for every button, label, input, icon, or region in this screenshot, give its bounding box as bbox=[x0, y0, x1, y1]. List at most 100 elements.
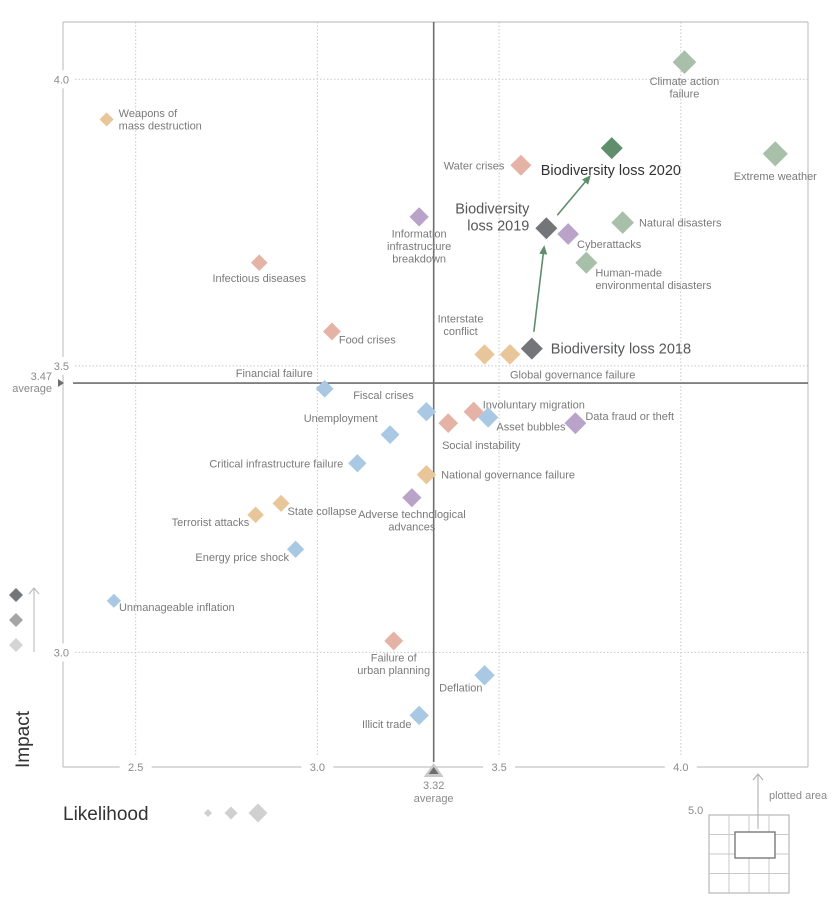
point-biodiversity-loss-2018 bbox=[520, 337, 543, 360]
label-line: State collapse bbox=[288, 506, 357, 518]
point-critical-infrastructure-failure bbox=[348, 454, 367, 473]
point-unemployment bbox=[380, 425, 400, 445]
point-data-fraud-or-theft bbox=[564, 412, 587, 435]
inset-arrowhead-icon bbox=[752, 773, 764, 781]
label-asset-bubbles: Asset bubbles bbox=[496, 422, 566, 434]
label-extreme-weather: Extreme weather bbox=[734, 171, 817, 183]
point-biodiversity-loss-2019 bbox=[535, 217, 558, 240]
label-line: Social instability bbox=[442, 440, 521, 452]
label-line: Biodiversity loss 2020 bbox=[541, 163, 681, 179]
label-biodiversity-loss-2019: Biodiversity loss 2019 bbox=[455, 201, 530, 234]
point-information-infrastructure-breakdown bbox=[409, 207, 429, 227]
x-axis-title: Likelihood bbox=[63, 804, 149, 825]
point-global-governance-failure bbox=[499, 343, 521, 365]
label-line: Failure of bbox=[371, 652, 418, 664]
point-financial-failure bbox=[315, 379, 334, 398]
arrow-2018-to-2019-head bbox=[539, 245, 548, 255]
label-line: Deflation bbox=[439, 682, 482, 694]
point-fiscal-crises bbox=[416, 401, 437, 422]
label-failure-of-urban-planning: Failure of urban planning bbox=[357, 652, 430, 677]
x-average-label: average bbox=[414, 793, 454, 805]
label-line: Cyberattacks bbox=[577, 239, 642, 251]
x-tick-gap bbox=[119, 764, 152, 770]
label-line: urban planning bbox=[357, 665, 430, 677]
label-line: loss 2019 bbox=[467, 218, 529, 234]
likelihood-legend-diamond bbox=[204, 809, 212, 817]
label-illicit-trade: Illicit trade bbox=[362, 719, 412, 731]
x-tick-label: 3.0 bbox=[310, 762, 325, 774]
label-line: Global governance failure bbox=[510, 369, 635, 381]
label-interstate-conflict: Interstate conflict bbox=[438, 313, 484, 338]
point-cyberattacks bbox=[557, 223, 580, 245]
x-tick-gap bbox=[664, 764, 697, 770]
label-deflation: Deflation bbox=[439, 682, 482, 694]
point-interstate-conflict bbox=[474, 344, 495, 365]
label-weapons-of-mass-destruction: Weapons of mass destruction bbox=[119, 108, 202, 133]
label-biodiversity-loss-2020: Biodiversity loss 2020 bbox=[541, 163, 681, 179]
label-climate-action-failure: Climate action failure bbox=[650, 76, 720, 101]
label-financial-failure: Financial failure bbox=[236, 368, 313, 380]
legend: Impact Likelihood 5.0 plotted area bbox=[9, 587, 828, 894]
point-social-instability bbox=[438, 413, 459, 434]
label-global-governance-failure: Global governance failure bbox=[510, 369, 635, 381]
x-tick-label: 3.5 bbox=[491, 762, 506, 774]
x-tick-gap bbox=[483, 764, 516, 770]
label-line: Data fraud or theft bbox=[585, 411, 674, 423]
label-water-crises: Water crises bbox=[444, 160, 505, 172]
label-unemployment: Unemployment bbox=[304, 413, 378, 425]
label-involuntary-migration: Involuntary migration bbox=[483, 400, 585, 412]
point-water-crises bbox=[510, 154, 532, 176]
label-line: Asset bubbles bbox=[496, 422, 566, 434]
label-human-made-environmental-disasters: Human-made environmental disasters bbox=[595, 268, 712, 293]
impact-arrowhead-icon bbox=[28, 587, 40, 595]
arrow-2019-to-2020 bbox=[556, 179, 588, 216]
label-line: Terrorist attacks bbox=[172, 517, 250, 529]
label-line: Adverse technological bbox=[358, 509, 466, 521]
label-social-instability: Social instability bbox=[442, 440, 521, 452]
y-axis-title: Impact bbox=[13, 710, 34, 768]
y-average-label: average bbox=[12, 383, 52, 395]
axes: 2.5 3.0 3.5 4.0 4.0 3.5 3.0 bbox=[54, 21, 809, 774]
point-climate-action-failure bbox=[672, 50, 697, 74]
label-line: Water crises bbox=[444, 160, 505, 172]
label-line: Climate action bbox=[650, 76, 720, 88]
label-cyberattacks: Cyberattacks bbox=[577, 239, 642, 251]
point-infectious-diseases bbox=[250, 254, 268, 272]
label-state-collapse: State collapse bbox=[288, 506, 357, 518]
label-line: Unmanageable inflation bbox=[119, 602, 235, 614]
label-line: Information bbox=[392, 228, 447, 240]
y-tick-label: 4.0 bbox=[54, 74, 69, 86]
label-energy-price-shock: Energy price shock bbox=[195, 552, 289, 564]
label-line: environmental disasters bbox=[595, 280, 712, 292]
point-weapons-of-mass-destruction bbox=[99, 112, 114, 127]
point-illicit-trade bbox=[409, 705, 429, 726]
biodiversity-trend-arrows bbox=[533, 175, 591, 332]
arrow-2018-to-2019 bbox=[533, 251, 545, 332]
point-national-governance-failure bbox=[416, 465, 437, 485]
label-adverse-technological-advances: Adverse technological advances bbox=[358, 509, 466, 534]
label-fiscal-crises: Fiscal crises bbox=[353, 390, 414, 402]
label-line: Extreme weather bbox=[734, 171, 817, 183]
point-state-collapse bbox=[272, 494, 290, 512]
label-line: Fiscal crises bbox=[353, 390, 414, 402]
label-line: Unemployment bbox=[304, 413, 378, 425]
label-line: Infectious diseases bbox=[212, 273, 306, 285]
label-line: advances bbox=[388, 522, 436, 534]
label-line: conflict bbox=[443, 326, 477, 338]
point-food-crises bbox=[323, 322, 341, 341]
y-average-marker bbox=[58, 379, 64, 388]
label-information-infrastructure-breakdown: Information infrastructure breakdown bbox=[387, 228, 451, 265]
point-unmanageable-inflation bbox=[106, 593, 121, 608]
point-adverse-technological-advances bbox=[402, 488, 422, 508]
impact-legend-diamond bbox=[9, 638, 23, 652]
y-tick-gap bbox=[60, 70, 66, 89]
label-line: failure bbox=[669, 88, 699, 100]
label-line: Energy price shock bbox=[195, 552, 289, 564]
label-line: Food crises bbox=[339, 334, 396, 346]
label-national-governance-failure: National governance failure bbox=[441, 470, 575, 482]
label-unmanageable-inflation: Unmanageable inflation bbox=[119, 602, 235, 614]
impact-legend-diamond bbox=[9, 588, 23, 602]
label-terrorist-attacks: Terrorist attacks bbox=[172, 517, 250, 529]
y-tick-gap bbox=[60, 356, 66, 375]
